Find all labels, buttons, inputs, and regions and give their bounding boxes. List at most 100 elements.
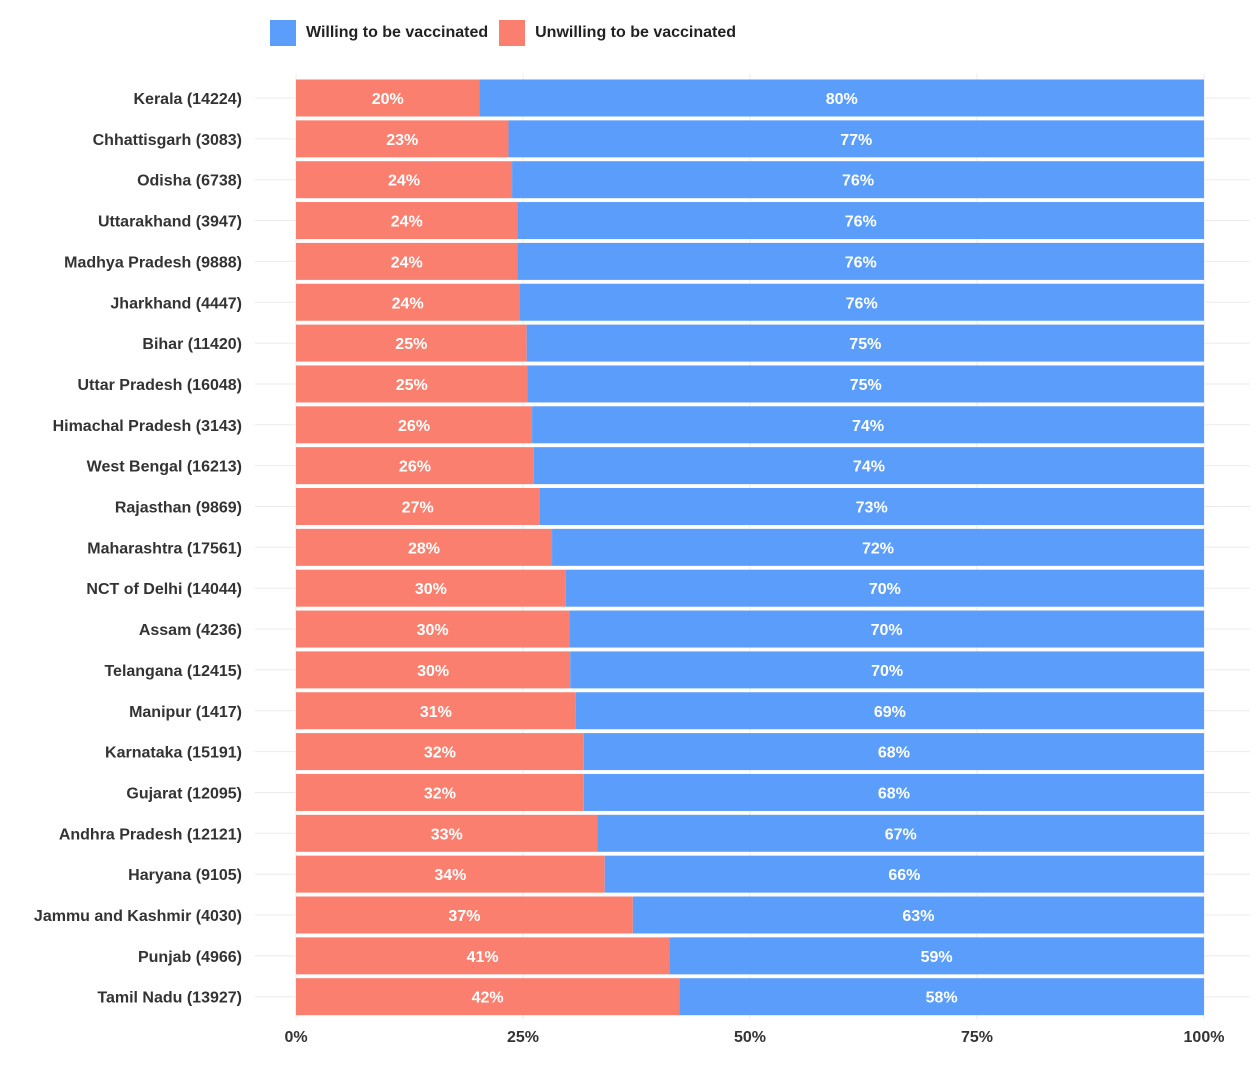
bar-willing-bihar[interactable] (526, 324, 1204, 362)
bar-willing-odisha[interactable] (512, 161, 1204, 199)
bar-unwilling-tamil-nadu[interactable] (296, 978, 680, 1016)
bar-willing-west-bengal[interactable] (533, 447, 1204, 485)
data-label-unwilling-madhya-pradesh: 24% (391, 254, 423, 271)
bar-unwilling-bihar[interactable] (296, 324, 527, 362)
bar-unwilling-uttar-pradesh[interactable] (296, 365, 528, 403)
data-label-unwilling-bihar: 25% (395, 336, 427, 353)
bar-unwilling-karnataka[interactable] (296, 733, 584, 771)
data-label-willing-telangana: 70% (871, 663, 903, 680)
bar-unwilling-andhra-pradesh[interactable] (296, 814, 598, 852)
bar-willing-himachal-pradesh[interactable] (532, 406, 1204, 444)
data-label-unwilling-kerala: 20% (372, 91, 404, 108)
data-label-unwilling-andhra-pradesh: 33% (431, 826, 463, 843)
bar-willing-uttarakhand[interactable] (517, 202, 1204, 240)
data-label-willing-himachal-pradesh: 74% (852, 418, 884, 435)
bars: 20% 80% 23% 77% 24% 76% 24% 76% 24% 76% 24% 76% 25% 7… (296, 79, 1204, 1016)
data-label-unwilling-himachal-pradesh: 26% (398, 418, 430, 435)
data-label-willing-madhya-pradesh: 76% (845, 254, 877, 271)
bar-willing-madhya-pradesh[interactable] (517, 242, 1204, 280)
category-label-himachal-pradesh: Himachal Pradesh (3143) (53, 418, 242, 435)
data-label-willing-jammu-and-kashmir: 63% (902, 908, 934, 925)
data-label-willing-assam: 70% (871, 622, 903, 639)
x-tick-label: 0% (284, 1029, 307, 1046)
category-label-chhattisgarh: Chhattisgarh (3083) (93, 132, 242, 149)
category-label-jammu-and-kashmir: Jammu and Kashmir (4030) (34, 908, 242, 925)
bar-willing-assam[interactable] (569, 610, 1204, 648)
bar-unwilling-uttarakhand[interactable] (296, 202, 518, 240)
category-label-andhra-pradesh: Andhra Pradesh (12121) (59, 826, 242, 843)
data-label-willing-chhattisgarh: 77% (840, 132, 872, 149)
x-tick-label: 75% (961, 1029, 993, 1046)
data-label-unwilling-karnataka: 32% (424, 745, 456, 762)
bar-willing-haryana[interactable] (604, 855, 1204, 893)
data-label-unwilling-odisha: 24% (388, 173, 420, 190)
bar-willing-tamil-nadu[interactable] (679, 978, 1204, 1016)
bar-willing-jammu-and-kashmir[interactable] (632, 896, 1204, 934)
bar-unwilling-punjab[interactable] (296, 937, 670, 975)
x-axis-ticks: 0% 25% 50% 75% 100% (284, 1029, 1224, 1046)
data-label-willing-nct-of-delhi: 70% (869, 581, 901, 598)
legend-item-willing[interactable]: Willing to be vaccinated (270, 20, 488, 46)
bar-unwilling-rajasthan[interactable] (296, 488, 540, 525)
bar-unwilling-telangana[interactable] (296, 651, 571, 689)
data-label-unwilling-nct-of-delhi: 30% (415, 581, 447, 598)
data-label-willing-kerala: 80% (826, 91, 858, 108)
data-label-willing-west-bengal: 74% (853, 459, 885, 476)
bar-willing-punjab[interactable] (669, 937, 1204, 975)
legend-item-unwilling[interactable]: Unwilling to be vaccinated (499, 20, 736, 46)
bar-willing-manipur[interactable] (575, 692, 1204, 730)
category-label-assam: Assam (4236) (139, 622, 242, 639)
category-label-maharashtra: Maharashtra (17561) (87, 540, 242, 557)
bar-unwilling-manipur[interactable] (296, 692, 576, 730)
data-label-willing-gujarat: 68% (878, 785, 910, 802)
bar-unwilling-nct-of-delhi[interactable] (296, 569, 566, 607)
bar-willing-jharkhand[interactable] (519, 283, 1204, 321)
legend-swatch-unwilling (499, 20, 526, 46)
data-label-unwilling-manipur: 31% (420, 704, 452, 721)
data-label-unwilling-gujarat: 32% (424, 785, 456, 802)
category-label-rajasthan: Rajasthan (9869) (115, 500, 242, 517)
data-label-willing-uttarakhand: 76% (845, 214, 877, 231)
bar-willing-nct-of-delhi[interactable] (565, 569, 1204, 607)
bar-willing-rajasthan[interactable] (539, 488, 1204, 525)
bar-willing-chhattisgarh[interactable] (508, 120, 1204, 158)
bar-unwilling-gujarat[interactable] (296, 773, 584, 811)
bar-willing-kerala[interactable] (479, 79, 1204, 117)
data-label-willing-bihar: 75% (849, 336, 881, 353)
bar-unwilling-haryana[interactable] (296, 855, 605, 893)
category-labels: Kerala (14224) Chhattisgarh (3083) Odisha … (34, 91, 242, 1007)
bar-unwilling-jharkhand[interactable] (296, 283, 520, 321)
data-label-unwilling-west-bengal: 26% (399, 459, 431, 476)
bar-willing-uttar-pradesh[interactable] (527, 365, 1204, 403)
bar-willing-telangana[interactable] (570, 651, 1204, 689)
data-label-unwilling-uttar-pradesh: 25% (396, 377, 428, 394)
bar-unwilling-maharashtra[interactable] (296, 528, 553, 566)
bar-unwilling-jammu-and-kashmir[interactable] (296, 896, 633, 934)
bar-willing-maharashtra[interactable] (552, 528, 1204, 566)
category-label-telangana: Telangana (12415) (104, 663, 242, 680)
category-label-gujarat: Gujarat (12095) (126, 785, 242, 802)
bar-unwilling-madhya-pradesh[interactable] (296, 242, 518, 280)
x-tick-label: 50% (734, 1029, 766, 1046)
data-label-unwilling-tamil-nadu: 42% (472, 990, 504, 1007)
bar-willing-gujarat[interactable] (583, 773, 1204, 811)
data-label-unwilling-chhattisgarh: 23% (386, 132, 418, 149)
category-label-odisha: Odisha (6738) (137, 173, 242, 190)
data-label-unwilling-rajasthan: 27% (402, 500, 434, 517)
category-label-tamil-nadu: Tamil Nadu (13927) (97, 990, 242, 1007)
bar-willing-andhra-pradesh[interactable] (597, 814, 1204, 852)
bar-unwilling-himachal-pradesh[interactable] (296, 406, 533, 444)
data-label-willing-maharashtra: 72% (862, 540, 894, 557)
data-label-willing-haryana: 66% (888, 867, 920, 884)
data-label-willing-jharkhand: 76% (846, 295, 878, 312)
bar-unwilling-odisha[interactable] (296, 161, 513, 199)
bar-unwilling-west-bengal[interactable] (296, 447, 534, 485)
bar-unwilling-kerala[interactable] (296, 79, 480, 117)
bar-unwilling-assam[interactable] (296, 610, 570, 648)
legend-label-unwilling: Unwilling to be vaccinated (535, 24, 737, 41)
bar-willing-karnataka[interactable] (583, 733, 1204, 771)
data-label-willing-odisha: 76% (842, 173, 874, 190)
bar-unwilling-chhattisgarh[interactable] (296, 120, 509, 158)
category-label-kerala: Kerala (14224) (133, 91, 242, 108)
data-label-willing-karnataka: 68% (878, 745, 910, 762)
